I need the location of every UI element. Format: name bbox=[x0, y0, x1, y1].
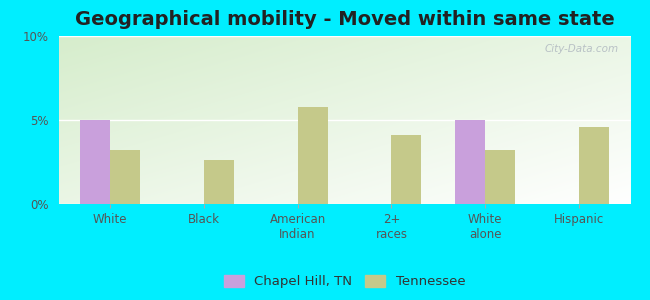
Bar bbox=[110, 150, 140, 204]
Legend: Chapel Hill, TN, Tennessee: Chapel Hill, TN, Tennessee bbox=[217, 268, 472, 295]
Bar bbox=[204, 160, 234, 204]
Bar bbox=[485, 150, 515, 204]
Bar bbox=[455, 120, 485, 204]
Title: Geographical mobility - Moved within same state: Geographical mobility - Moved within sam… bbox=[75, 10, 614, 29]
Bar bbox=[391, 135, 421, 204]
Bar bbox=[579, 127, 609, 204]
Bar bbox=[80, 120, 110, 204]
Bar bbox=[298, 106, 328, 204]
Text: City-Data.com: City-Data.com bbox=[545, 44, 619, 54]
